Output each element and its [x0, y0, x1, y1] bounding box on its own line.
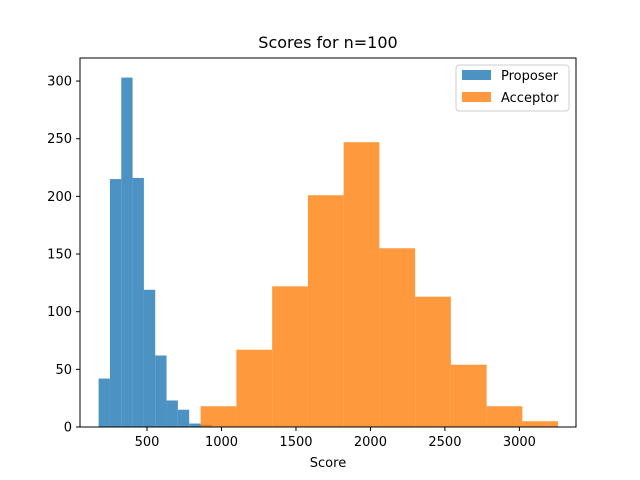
x-tick-label: 1000 — [205, 435, 238, 450]
y-tick-label: 150 — [47, 248, 72, 263]
acceptor-legend-label: Acceptor — [501, 91, 559, 106]
proposer-bar — [109, 179, 122, 427]
acceptor-bar — [200, 406, 237, 427]
y-tick-label: 250 — [47, 132, 72, 147]
plot-frame — [79, 57, 577, 428]
acceptor-bar — [379, 248, 416, 427]
acceptor-legend-swatch — [462, 92, 491, 102]
proposer-bar — [189, 423, 201, 427]
x-axis-ticks: 500 1000 1500 2000 2500 3000 — [135, 427, 536, 450]
proposer-bar — [166, 400, 178, 427]
y-axis-ticks: 0 50 100 150 200 250 300 — [47, 75, 80, 436]
y-tick-label: 300 — [47, 75, 72, 90]
proposer-legend-label: Proposer — [501, 69, 559, 84]
proposer-legend-swatch — [462, 70, 491, 80]
acceptor-bar — [272, 286, 308, 427]
x-tick-label: 2500 — [428, 435, 461, 450]
bars-group — [98, 77, 559, 428]
acceptor-bar — [307, 195, 344, 427]
y-tick-label: 200 — [47, 190, 72, 205]
acceptor-bar — [236, 349, 273, 427]
chart-title: Scores for n=100 — [258, 33, 397, 52]
legend: Proposer Acceptor — [455, 64, 570, 112]
x-tick-label: 1500 — [279, 435, 312, 450]
acceptor-bar — [486, 406, 523, 427]
x-tick-label: 2000 — [354, 435, 387, 450]
y-tick-label: 100 — [47, 305, 72, 320]
x-tick-label: 3000 — [503, 435, 536, 450]
acceptor-bar — [450, 364, 487, 427]
x-tick-label: 500 — [135, 435, 160, 450]
acceptor-bar — [343, 142, 380, 427]
proposer-bar — [155, 355, 167, 427]
y-tick-label: 50 — [55, 363, 72, 378]
proposer-bar — [98, 378, 110, 427]
proposer-bar — [177, 409, 190, 427]
proposer-bar — [121, 77, 133, 428]
proposer-bar — [143, 289, 156, 427]
proposer-bar — [132, 177, 144, 427]
x-axis-label: Score — [310, 456, 346, 471]
acceptor-bar — [415, 296, 451, 427]
acceptor-bar — [522, 421, 559, 427]
y-tick-label: 0 — [64, 421, 72, 436]
